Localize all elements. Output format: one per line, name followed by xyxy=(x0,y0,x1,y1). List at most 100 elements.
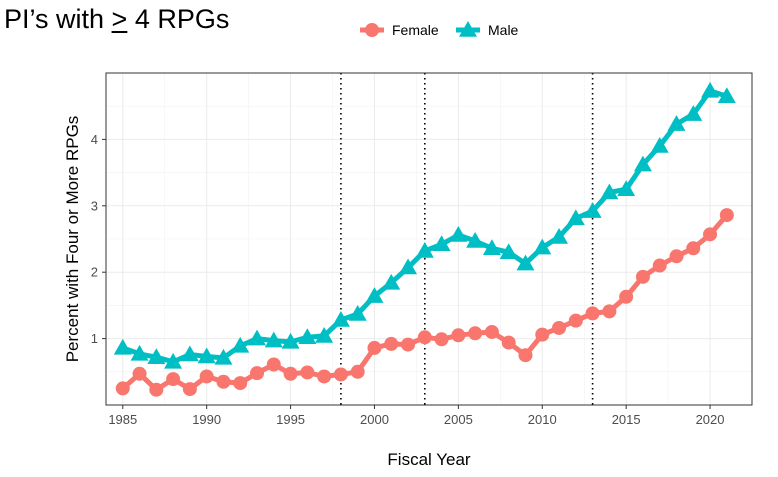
data-point xyxy=(432,235,451,252)
data-point xyxy=(669,249,684,264)
data-point xyxy=(365,287,384,303)
data-point xyxy=(298,328,317,345)
data-point xyxy=(667,115,686,131)
data-point xyxy=(518,348,533,363)
data-point xyxy=(197,347,216,364)
data-point xyxy=(180,345,199,362)
data-point xyxy=(384,336,399,351)
data-point xyxy=(535,327,550,342)
data-point xyxy=(703,227,718,242)
data-point xyxy=(602,304,617,319)
data-point xyxy=(619,289,634,304)
data-point xyxy=(266,357,281,372)
reference-lines xyxy=(340,73,594,405)
data-point xyxy=(248,329,267,346)
data-point xyxy=(315,326,334,343)
data-point xyxy=(164,352,183,369)
data-point xyxy=(382,273,401,290)
data-point xyxy=(484,324,499,339)
data-point xyxy=(264,331,283,348)
data-point xyxy=(585,306,600,321)
x-axis: 1985 1990 1995 2000 2005 2010 2015 2020 xyxy=(108,405,725,427)
plot-border xyxy=(105,72,753,406)
data-point xyxy=(516,254,535,271)
data-point xyxy=(399,258,418,275)
data-point xyxy=(684,105,703,121)
data-point xyxy=(482,239,501,256)
data-point xyxy=(717,87,736,103)
data-point xyxy=(719,208,734,223)
data-point xyxy=(468,326,483,341)
data-point xyxy=(216,374,231,389)
x-tick-label: 2020 xyxy=(696,412,725,427)
y-tick-label: 3 xyxy=(91,198,98,213)
data-point xyxy=(132,366,147,381)
data-point xyxy=(130,344,149,361)
y-tick-label: 1 xyxy=(91,331,98,346)
legend-key-marker xyxy=(459,21,477,37)
data-point xyxy=(451,328,466,343)
y-tick-label: 2 xyxy=(91,265,98,280)
data-point xyxy=(417,330,432,345)
legend-key-marker xyxy=(365,23,379,37)
data-point xyxy=(583,202,602,218)
legend-label: Female xyxy=(392,22,439,38)
data-point xyxy=(214,348,233,365)
data-point xyxy=(166,372,181,387)
series-female xyxy=(115,208,734,397)
x-tick-label: 2010 xyxy=(528,412,557,427)
data-point xyxy=(617,180,636,196)
data-point xyxy=(566,209,585,226)
data-point xyxy=(283,366,298,381)
data-point xyxy=(701,81,720,98)
x-axis-title: Fiscal Year xyxy=(387,450,470,469)
data-point xyxy=(434,332,449,347)
data-point xyxy=(635,269,650,284)
data-point xyxy=(552,320,567,335)
x-tick-label: 1990 xyxy=(192,412,221,427)
legend-item-female: Female xyxy=(360,22,439,38)
x-tick-label: 1985 xyxy=(108,412,137,427)
data-point xyxy=(568,313,583,328)
data-point xyxy=(449,226,468,242)
legend-label: Male xyxy=(488,22,519,38)
chart-title-symbol: > xyxy=(111,4,128,34)
y-axis-title: Percent with Four or More RPGs xyxy=(63,116,82,363)
data-point xyxy=(149,382,164,397)
data-point xyxy=(113,338,132,355)
y-tick-label: 4 xyxy=(91,132,98,147)
data-point xyxy=(499,243,518,260)
data-point xyxy=(550,228,569,244)
legend-item-male: Male xyxy=(456,21,519,38)
x-tick-label: 2005 xyxy=(444,412,473,427)
data-point xyxy=(233,376,248,391)
data-point xyxy=(281,332,300,349)
data-point xyxy=(250,366,265,381)
data-point xyxy=(182,382,197,397)
data-point xyxy=(633,155,652,172)
data-point xyxy=(401,337,416,352)
x-tick-label: 2015 xyxy=(612,412,641,427)
x-tick-label: 2000 xyxy=(360,412,389,427)
chart-title: PI’s with > 4 RPGs xyxy=(4,4,229,35)
data-point xyxy=(350,364,365,379)
data-point xyxy=(348,305,367,321)
y-axis: 1 2 3 4 xyxy=(91,132,106,346)
data-point xyxy=(333,367,348,382)
data-point xyxy=(317,369,332,384)
data-point xyxy=(231,336,250,353)
data-point xyxy=(199,369,214,384)
data-point xyxy=(300,365,315,380)
data-point xyxy=(686,241,701,256)
data-point xyxy=(501,335,516,350)
data-point xyxy=(331,311,350,327)
chart-title-prefix: PI’s with xyxy=(4,4,112,34)
chart-title-suffix: 4 RPGs xyxy=(127,4,230,34)
data-point xyxy=(147,348,166,364)
data-point xyxy=(115,381,130,396)
series-layer xyxy=(113,81,736,397)
series-male xyxy=(113,81,736,369)
legend: Female Male xyxy=(360,21,519,38)
x-tick-label: 1995 xyxy=(276,412,305,427)
